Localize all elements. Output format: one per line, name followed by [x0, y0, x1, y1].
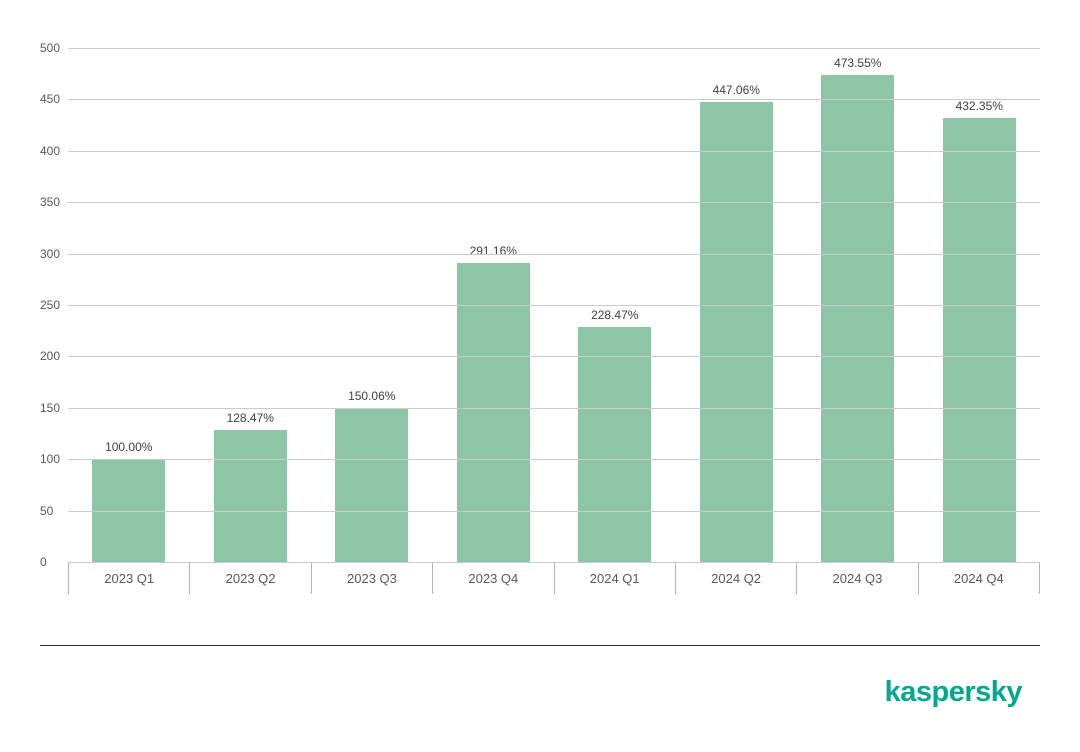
bar-cell: 447.06% [676, 48, 798, 562]
y-tick-label: 50 [40, 503, 54, 518]
x-tick-label: 2024 Q1 [553, 562, 675, 594]
bar-cell: 473.55% [797, 48, 919, 562]
y-tick-label: 0 [40, 555, 47, 569]
bar-cell: 228.47% [554, 48, 676, 562]
bar [942, 117, 1016, 562]
bar-cell: 150.06% [311, 48, 433, 562]
footer-divider [40, 645, 1040, 646]
bar-value-label: 432.35% [955, 98, 1003, 113]
bar-value-label: 447.06% [712, 83, 760, 98]
bar-cell: 100.00% [68, 48, 190, 562]
bar-value-label: 150.06% [348, 388, 396, 403]
x-tick-label: 2023 Q3 [310, 562, 432, 594]
bar [92, 459, 166, 562]
bar-value-label: 291.16% [469, 243, 517, 258]
y-tick-label: 150 [40, 400, 61, 415]
bar [456, 262, 530, 562]
bar [821, 75, 895, 562]
y-tick-label: 300 [40, 246, 61, 261]
x-tick-label: 2023 Q2 [189, 562, 310, 594]
x-tick-label: 2024 Q2 [674, 562, 796, 594]
y-tick-label: 250 [40, 298, 61, 312]
x-tick-label: 2024 Q3 [796, 562, 917, 594]
bar-series: 100.00% 128.47% 150.06% 291.16% 228.47% 447.0… [68, 48, 1040, 562]
x-tick-label: 2023 Q1 [68, 562, 189, 594]
bar-value-label: 128.47% [226, 410, 274, 425]
x-tick-label: 2023 Q4 [432, 562, 553, 594]
bar-cell: 291.16% [433, 48, 555, 562]
bar-value-label: 100.00% [105, 440, 153, 455]
y-tick-label: 200 [40, 349, 61, 364]
plot-area: 100.00% 128.47% 150.06% 291.16% 228.47% 447.0… [68, 48, 1040, 563]
bar [578, 327, 652, 562]
bar-value-label: 228.47% [591, 308, 639, 323]
y-tick-label: 450 [40, 92, 61, 107]
bar-value-label: 473.55% [834, 56, 882, 71]
x-axis: 2023 Q1 2023 Q2 2023 Q3 2023 Q4 2024 Q1 2024 … [68, 562, 1040, 594]
kaspersky-logo: kaspersky [884, 676, 1023, 708]
bar-cell: 128.47% [190, 48, 312, 562]
bar-cell: 432.35% [919, 48, 1041, 562]
y-tick-label: 400 [40, 143, 61, 158]
y-tick-label: 100 [40, 452, 61, 467]
y-tick-label: 350 [40, 195, 61, 210]
bar [335, 407, 409, 562]
bar [213, 429, 287, 562]
y-tick-label: 500 [40, 41, 61, 55]
bar [699, 102, 773, 562]
x-tick-label: 2024 Q4 [917, 562, 1040, 594]
